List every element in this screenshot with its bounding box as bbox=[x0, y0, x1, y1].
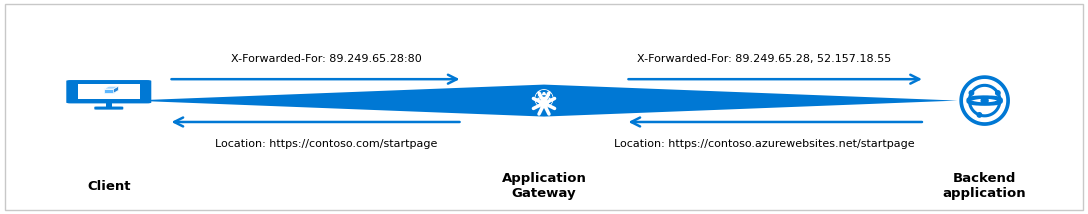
Polygon shape bbox=[960, 76, 1010, 125]
Polygon shape bbox=[977, 113, 981, 117]
Text: Location: https://contoso.com/startpage: Location: https://contoso.com/startpage bbox=[215, 139, 437, 149]
Polygon shape bbox=[113, 86, 119, 93]
Polygon shape bbox=[536, 91, 552, 106]
FancyBboxPatch shape bbox=[5, 4, 1083, 210]
Text: Application
Gateway: Application Gateway bbox=[502, 172, 586, 200]
Polygon shape bbox=[537, 92, 551, 105]
Polygon shape bbox=[104, 89, 113, 93]
Text: X-Forwarded-For: 89.249.65.28:80: X-Forwarded-For: 89.249.65.28:80 bbox=[231, 54, 422, 64]
Polygon shape bbox=[981, 97, 988, 104]
Polygon shape bbox=[104, 86, 119, 89]
FancyBboxPatch shape bbox=[95, 107, 123, 110]
Polygon shape bbox=[969, 91, 974, 95]
Polygon shape bbox=[131, 85, 957, 117]
Text: Location: https://contoso.azurewebsites.net/startpage: Location: https://contoso.azurewebsites.… bbox=[614, 139, 915, 149]
Text: Backend
application: Backend application bbox=[943, 172, 1026, 200]
FancyBboxPatch shape bbox=[77, 84, 140, 99]
Polygon shape bbox=[106, 103, 112, 107]
Text: X-Forwarded-For: 89.249.65.28, 52.157.18.55: X-Forwarded-For: 89.249.65.28, 52.157.18… bbox=[638, 54, 891, 64]
Polygon shape bbox=[535, 90, 553, 107]
Polygon shape bbox=[996, 91, 1000, 95]
Polygon shape bbox=[964, 80, 1005, 122]
Text: Client: Client bbox=[87, 180, 131, 193]
FancyBboxPatch shape bbox=[66, 80, 151, 103]
